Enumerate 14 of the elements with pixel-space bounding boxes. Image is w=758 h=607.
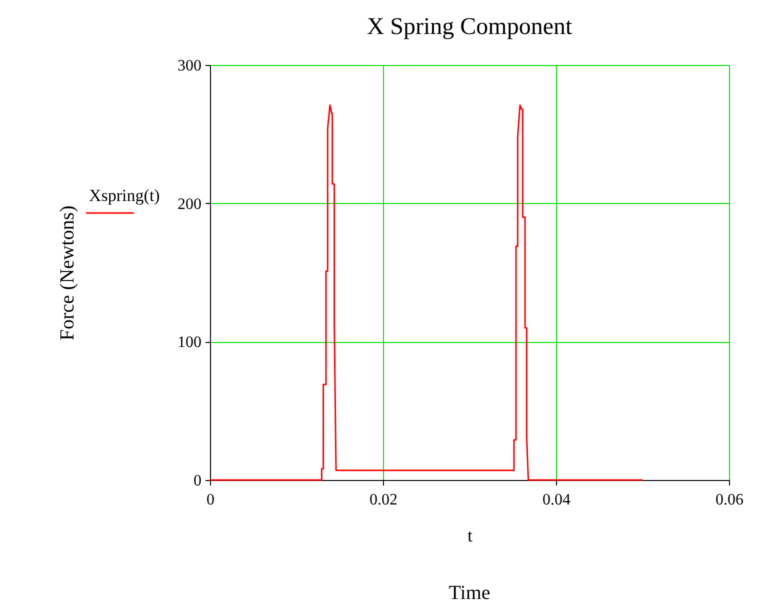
x-tick-label: 0 <box>206 492 214 508</box>
x-tick-label: 0.04 <box>542 492 570 508</box>
x-tick-label: 0.02 <box>370 492 398 508</box>
y-axis-title: Force (Newtons) <box>56 206 78 340</box>
y-tick-label: 100 <box>178 334 202 352</box>
y-tick-label: 300 <box>178 58 202 74</box>
text: Time <box>448 582 490 604</box>
y-tick-label: 200 <box>178 196 202 213</box>
y-tick-label: 0 <box>194 472 202 490</box>
chart-title: X Spring Component <box>366 14 572 40</box>
line-series <box>209 104 644 481</box>
text: Xspring(t) <box>89 186 160 205</box>
x-axis-title: t <box>467 526 473 546</box>
x-tick-label: 0.06 <box>716 492 744 508</box>
